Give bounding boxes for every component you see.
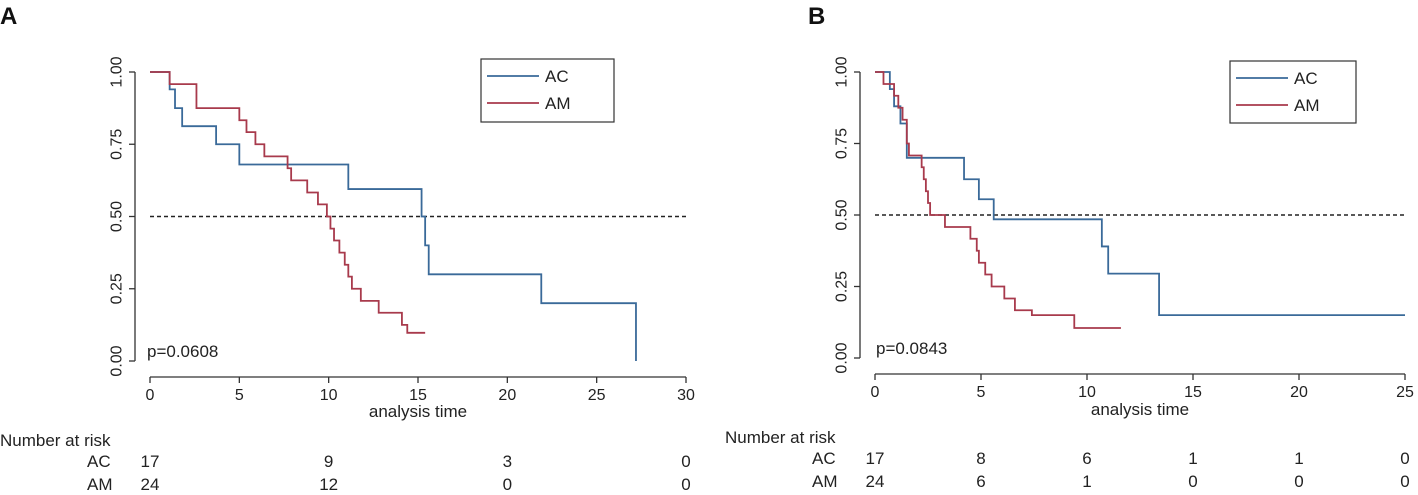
km-curve-ac	[150, 71, 637, 361]
y-tick-label: 0.00	[108, 345, 125, 376]
risk-count: 12	[319, 475, 338, 494]
y-tick-label: 1.00	[833, 56, 850, 87]
risk-table: Number at risk AC 17 9 3 0 AM 24 12 0 0	[0, 431, 691, 494]
risk-count: 1	[1188, 449, 1197, 468]
risk-row-label-am: AM	[812, 472, 838, 491]
km-curve-am	[150, 71, 426, 334]
risk-count: 1	[1294, 449, 1303, 468]
y-tick-label: 0.75	[833, 128, 850, 159]
risk-count: 0	[1294, 472, 1303, 491]
x-tick-label: 0	[871, 384, 880, 401]
panel-a: A0.000.250.500.751.000 5 10 15 20 25 30analysi…	[0, 3, 695, 494]
risk-table-title: Number at risk	[725, 428, 836, 447]
risk-row-label-ac: AC	[812, 449, 836, 468]
legend-box	[480, 58, 615, 123]
legend-label-am: AM	[1294, 96, 1320, 115]
risk-count: 17	[141, 452, 160, 471]
x-tick-label: 25	[1396, 384, 1414, 401]
risk-count: 24	[141, 475, 160, 494]
legend-label-am: AM	[545, 94, 571, 113]
p-value-annotation: p=0.0843	[876, 339, 947, 358]
risk-count: 1	[1082, 472, 1091, 491]
panel-label: A	[0, 3, 17, 30]
x-tick-label: 15	[409, 387, 427, 404]
risk-count: 0	[681, 452, 690, 471]
y-tick-label: 0.00	[833, 342, 850, 373]
legend-label-ac: AC	[1294, 69, 1318, 88]
x-tick-label: 10	[320, 387, 338, 404]
x-tick-label: 10	[1078, 384, 1096, 401]
y-tick-label: 0.50	[108, 201, 125, 232]
risk-count: 0	[681, 475, 690, 494]
x-tick-label: 25	[588, 387, 606, 404]
x-tick-label: 5	[977, 384, 986, 401]
risk-count: 0	[1188, 472, 1197, 491]
km-curve-ac	[875, 71, 1405, 316]
x-tick-label: 30	[677, 387, 695, 404]
risk-table-title: Number at risk	[0, 431, 111, 450]
legend-label-ac: AC	[545, 67, 569, 86]
risk-count: 24	[866, 472, 885, 491]
x-tick-label: 15	[1184, 384, 1202, 401]
legend: AC AM	[480, 58, 615, 123]
x-tick-label: 20	[1290, 384, 1308, 401]
risk-row-label-am: AM	[87, 475, 113, 494]
risk-table: Number at risk AC 17 8 6 1 1 0 AM 24 6 1 0 0 0	[725, 428, 1410, 491]
y-tick-label: 0.50	[833, 199, 850, 230]
x-tick-label: 5	[235, 387, 244, 404]
x-axis-label: analysis time	[369, 402, 467, 421]
risk-count: 9	[324, 452, 333, 471]
y-tick-label: 0.25	[108, 273, 125, 304]
x-tick-label: 20	[498, 387, 516, 404]
x-axis-label: analysis time	[1091, 400, 1189, 419]
risk-count: 0	[503, 475, 512, 494]
p-value-annotation: p=0.0608	[147, 342, 218, 361]
legend: AC AM	[1229, 60, 1357, 124]
risk-count: 0	[1400, 449, 1409, 468]
risk-count: 0	[1400, 472, 1409, 491]
risk-count: 17	[866, 449, 885, 468]
risk-count: 6	[1082, 449, 1091, 468]
panel-b: B0.000.250.500.751.000 5 10 15 20 25analysis …	[725, 3, 1414, 491]
panel-label: B	[808, 3, 825, 30]
y-tick-label: 0.75	[108, 129, 125, 160]
risk-count: 6	[976, 472, 985, 491]
risk-count: 3	[503, 452, 512, 471]
risk-count: 8	[976, 449, 985, 468]
risk-row-label-ac: AC	[87, 452, 111, 471]
x-tick-label: 0	[146, 387, 155, 404]
legend-box	[1229, 60, 1357, 124]
km-curve-am	[875, 71, 1121, 329]
y-tick-label: 1.00	[108, 56, 125, 87]
y-tick-label: 0.25	[833, 271, 850, 302]
